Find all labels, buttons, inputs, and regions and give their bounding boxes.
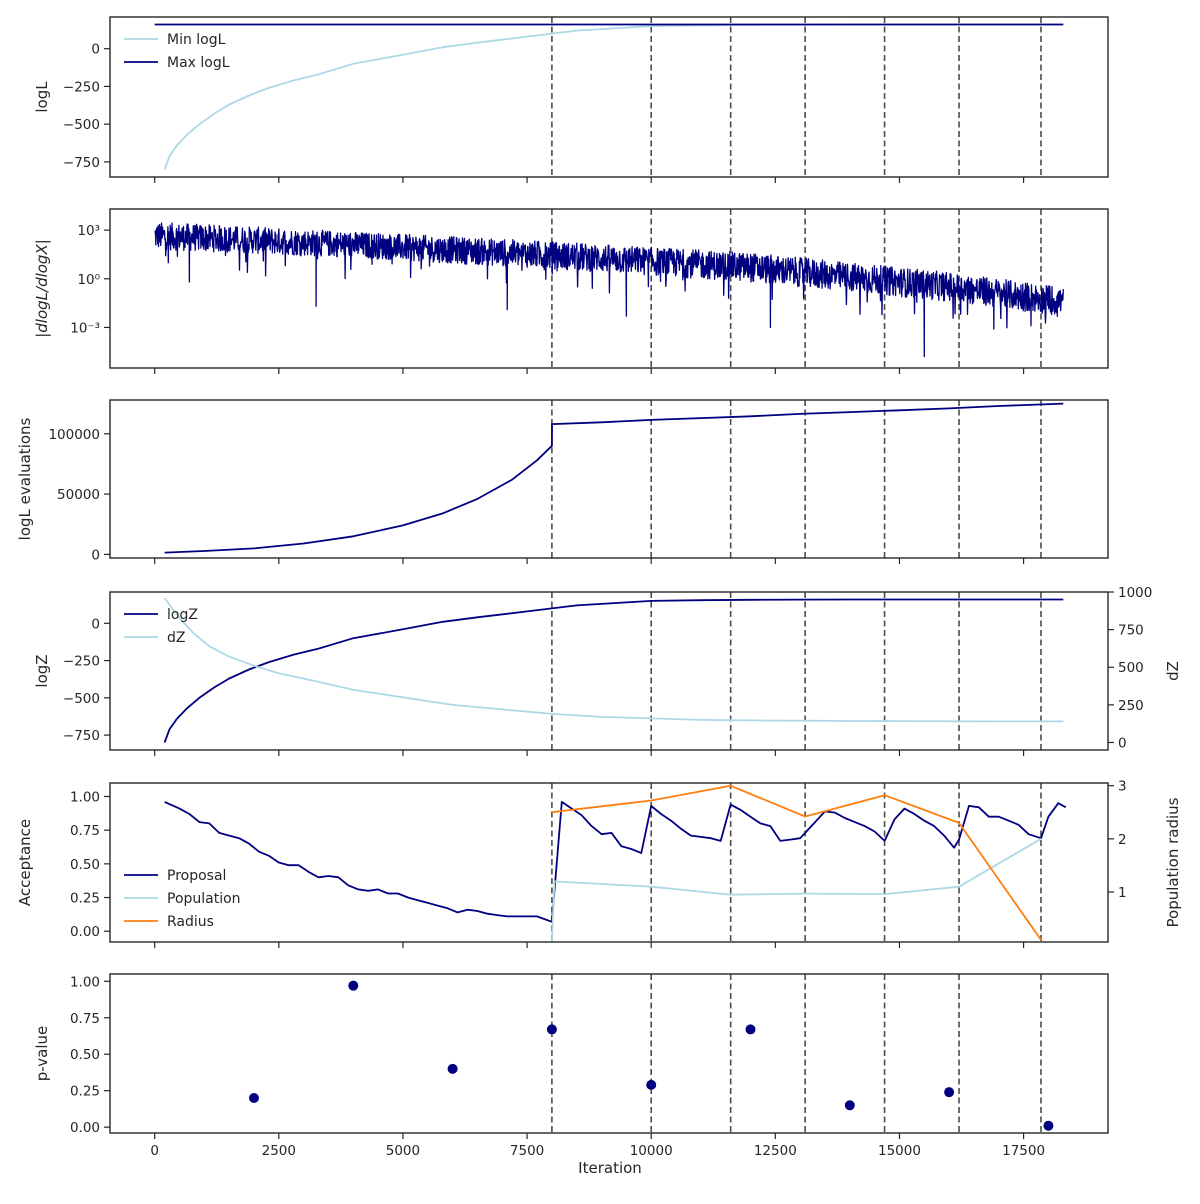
panel-6: 0.00 0.25 0.50 0.75 1.00 p-value 0 2500 5000 7500… (33, 973, 1109, 1177)
data-point (248, 1092, 259, 1103)
series-line (163, 23, 1064, 170)
series-line (154, 222, 1064, 358)
x-tick-label: 17500 (1002, 1143, 1045, 1159)
y-tick-label: 0 (91, 42, 100, 58)
y2-tick-label: 750 (1118, 623, 1144, 639)
plot-area (164, 402, 1064, 554)
legend-label: dZ (167, 630, 185, 646)
y-axis-label: logL (33, 81, 51, 113)
y-axis-label: p-value (33, 1026, 51, 1082)
y-tick-label: 0.00 (70, 924, 100, 940)
y2-tick-label: 1 (1118, 885, 1127, 901)
y-tick-label: −500 (63, 691, 100, 707)
y-axis-label: logL evaluations (16, 417, 34, 540)
plot-area (163, 597, 1064, 743)
axes-frame (109, 208, 1109, 369)
y-axis-label: logZ (33, 654, 51, 687)
series-line (164, 801, 1067, 923)
y-tick-label: 0 (91, 616, 100, 632)
data-point (646, 1079, 657, 1090)
y-tick-label: 0.50 (70, 1047, 100, 1063)
data-point (944, 1087, 955, 1098)
plot-area (248, 980, 1054, 1131)
y-tick-label: 1.00 (70, 789, 100, 805)
plot-area (164, 784, 1067, 942)
series-line (551, 838, 1042, 942)
y-tick-label: −250 (63, 654, 100, 670)
data-point (1043, 1120, 1054, 1131)
y-tick-label: 0.75 (70, 1011, 100, 1027)
panel-4: 0 250 500 750 1000 dZ −750 −500 −250 0 logZ (33, 585, 1182, 756)
x-tick-label: 0 (150, 1143, 159, 1159)
y2-tick-label: 0 (1118, 735, 1127, 751)
x-tick-label: 7500 (510, 1143, 544, 1159)
legend-label: Proposal (167, 868, 226, 884)
y-tick-label: 10⁻³ (70, 320, 100, 336)
y-tick-label: 100000 (48, 427, 100, 443)
data-point (546, 1024, 557, 1035)
axes-frame (109, 782, 1109, 943)
y-axis-label: |dlogL/dlogX| (33, 239, 51, 338)
y-tick-label: −750 (63, 155, 100, 171)
data-point (745, 1024, 756, 1035)
axes-frame (109, 973, 1109, 1134)
y-tick-label: 0.25 (70, 891, 100, 907)
y2-tick-label: 500 (1118, 660, 1144, 676)
y2-axis-label: Population radius (1164, 797, 1182, 927)
legend-label: Population (167, 891, 241, 907)
legend-label: Min logL (167, 32, 226, 48)
series-line (551, 784, 1042, 941)
data-point (348, 980, 359, 991)
panel-2: 10³ 10⁰ 10⁻³ |dlogL/dlogX| (33, 208, 1109, 374)
axes-frame (109, 16, 1109, 178)
y-tick-label: 0 (91, 547, 100, 563)
axes-frame (109, 399, 1109, 559)
y-tick-label: −750 (63, 728, 100, 744)
panel-1: −750 −500 −250 0 logL (33, 16, 1109, 183)
y-tick-label: 0.00 (70, 1120, 100, 1136)
plot-area (154, 23, 1064, 170)
data-point (447, 1063, 458, 1074)
y-tick-label: 1.00 (70, 974, 100, 990)
series-line (164, 402, 1064, 554)
panel-5: 1 2 3 Population radius 0.00 0.25 0.50 0.75 1.00… (16, 779, 1182, 948)
x-tick-label: 12500 (754, 1143, 797, 1159)
y2-tick-label: 3 (1118, 779, 1127, 795)
y2-tick-label: 2 (1118, 832, 1127, 848)
y-tick-label: 10⁰ (77, 272, 100, 288)
x-tick-label: 5000 (386, 1143, 420, 1159)
y-axis-label: Acceptance (16, 819, 34, 906)
y-tick-label: 10³ (77, 223, 100, 239)
plot-area (154, 222, 1064, 358)
y-tick-label: −500 (63, 117, 100, 133)
data-point (844, 1100, 855, 1111)
panel-3: 0 50000 100000 logL evaluations (16, 399, 1109, 564)
y2-tick-label: 250 (1118, 698, 1144, 714)
y-tick-label: 50000 (57, 487, 100, 503)
legend: logZ dZ (124, 607, 198, 646)
legend-label: Radius (167, 914, 214, 930)
x-axis-label: Iteration (578, 1159, 642, 1177)
axes-frame (109, 591, 1109, 751)
x-tick-label: 15000 (878, 1143, 921, 1159)
series-line (163, 598, 1064, 743)
y2-tick-label: 1000 (1118, 585, 1152, 601)
y-tick-label: 0.75 (70, 823, 100, 839)
y-tick-label: 0.50 (70, 857, 100, 873)
y-tick-label: 0.25 (70, 1084, 100, 1100)
y2-axis-label: dZ (1164, 661, 1182, 681)
x-tick-label: 2500 (262, 1143, 296, 1159)
legend-label: Max logL (167, 55, 230, 71)
x-tick-label: 10000 (630, 1143, 673, 1159)
legend-label: logZ (167, 607, 198, 623)
y-tick-label: −250 (63, 79, 100, 95)
legend: Proposal Population Radius (124, 868, 241, 930)
series-line (163, 597, 1064, 723)
legend: Min logL Max logL (124, 32, 230, 71)
